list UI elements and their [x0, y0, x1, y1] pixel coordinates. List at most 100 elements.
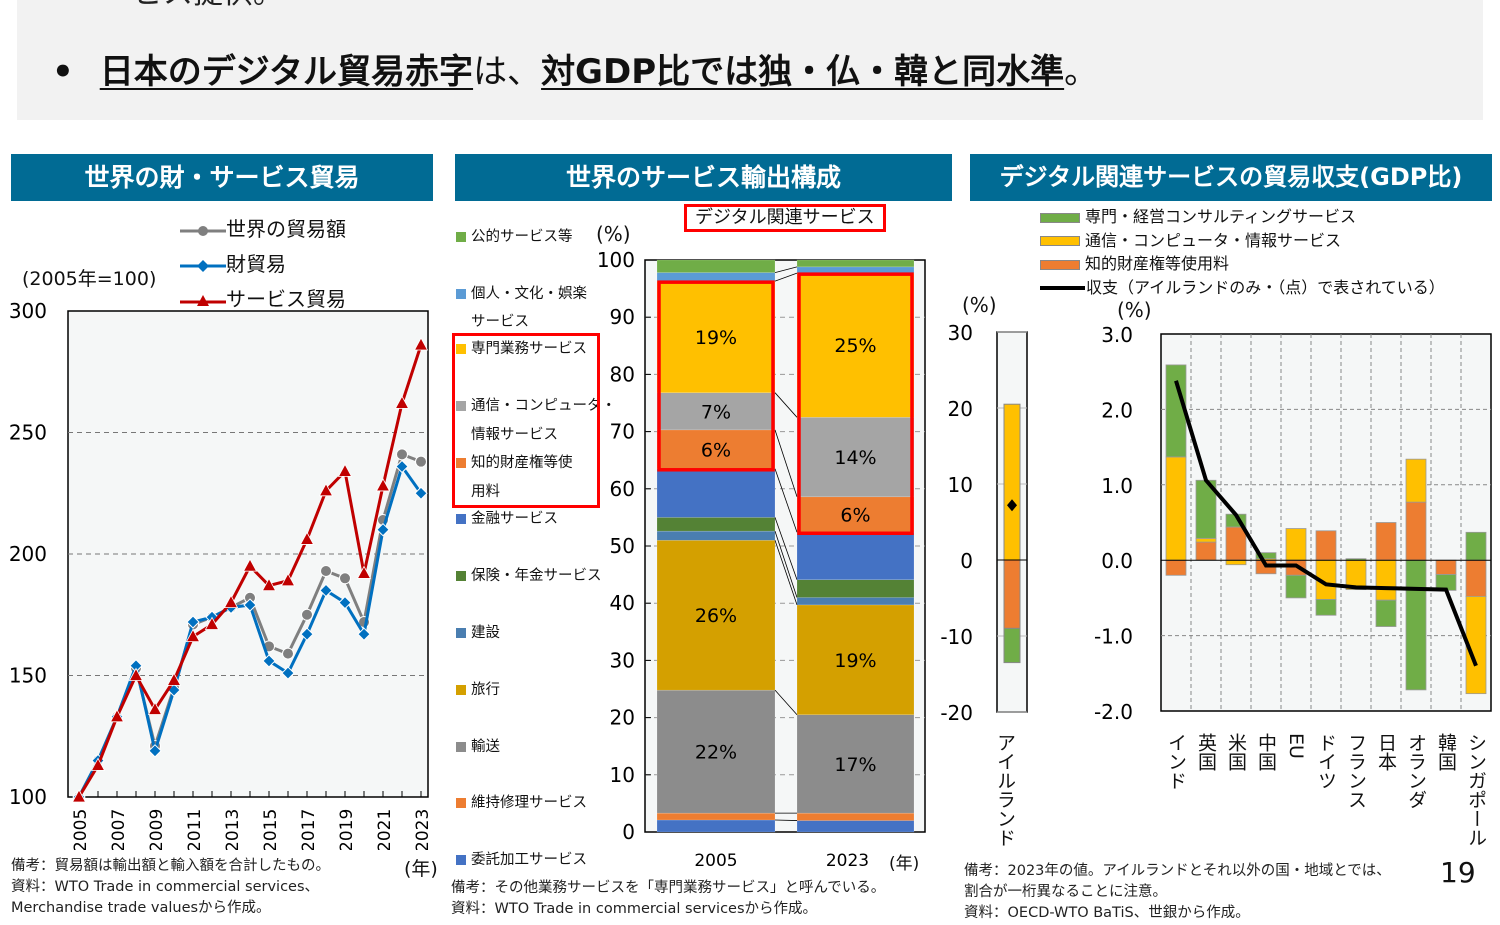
y-tick-label: 90: [610, 305, 635, 329]
legend-item: 通信・コンピュータ・: [456, 394, 616, 415]
balance-point: [1007, 499, 1017, 512]
y-tick-label: 80: [610, 362, 635, 386]
legend-item: 金融サービス: [456, 507, 558, 528]
stacked-bar-segment: [1315, 599, 1337, 616]
stacked-bar-segment: [1195, 541, 1217, 561]
legend-swatch: [456, 571, 466, 581]
left-x-unit: (年): [404, 858, 438, 880]
data-point: [242, 558, 258, 572]
x-tick-label: 2011: [185, 809, 205, 850]
legend-label: 金融サービス: [471, 511, 558, 527]
y-tick-label: -2.0: [1094, 700, 1133, 724]
y-tick-label: -10: [940, 625, 973, 649]
legend-label: 収支（アイルランドのみ・（点）で表されている）: [1086, 277, 1445, 297]
stacked-bar-segment: [656, 392, 776, 431]
legend-item: 維持修理サービス: [456, 791, 587, 812]
middle-panel-title: 世界のサービス輸出構成: [455, 154, 952, 201]
country-label: 英国: [1195, 733, 1217, 771]
stacked-bar-segment: [796, 579, 915, 598]
legend-label: 専門業務サービス: [471, 341, 587, 357]
digital-services-label: デジタル関連サービス: [684, 204, 886, 232]
line-legend: 世界の貿易額 財貿易 サービス貿易: [180, 212, 346, 317]
circle-marker-icon: [180, 225, 226, 236]
stacked-bar-segment: [1435, 559, 1457, 575]
y-tick-label: -20: [940, 701, 973, 725]
legend-label: 輸送: [471, 739, 500, 755]
legend-item: 情報サービス: [456, 423, 558, 444]
data-point: [357, 627, 371, 641]
legend-item-ict: 通信・コンピュータ・情報サービス: [1040, 229, 1445, 253]
note-line: 資料：WTO Trade in commercial services、: [11, 879, 320, 895]
country-label: フランス: [1345, 733, 1367, 809]
x-tick-label: 2019: [337, 809, 357, 850]
data-point: [280, 572, 296, 587]
country-label: 日本: [1375, 733, 1397, 771]
stacked-bar-segment: [796, 532, 915, 580]
data-label: 17%: [834, 754, 876, 776]
x-tick-label: 2005: [71, 809, 91, 850]
connector-line: [774, 392, 798, 418]
stacked-bar-segment: [1375, 559, 1397, 601]
x-tick-label: 2007: [109, 809, 129, 850]
stacked-bar-segment: [1003, 403, 1021, 561]
data-point: [415, 455, 427, 468]
middle-y-unit: (%): [596, 222, 631, 246]
data-label: 26%: [695, 605, 737, 627]
y-tick-label: 100: [9, 785, 47, 809]
connector-line: [774, 531, 798, 598]
legend-label: 通信・コンピュータ・情報サービス: [1085, 230, 1342, 250]
middle-notes: 備考：その他業務サービスを「専門業務サービス」と呼んでいる。 資料：WTO Tr…: [451, 878, 885, 920]
legend-swatch: [1040, 236, 1080, 246]
data-point: [204, 616, 220, 630]
country-label: 韓国: [1435, 733, 1457, 771]
balance-line: [1174, 380, 1478, 667]
legend-item: 輸送: [456, 735, 500, 756]
connector-line: [774, 429, 798, 497]
data-label: 25%: [834, 335, 876, 357]
stacked-bar-segment: [1465, 559, 1487, 597]
legend-swatch: [456, 458, 466, 468]
stacked-bar-segment: [1465, 531, 1487, 561]
stacked-bar-segment: [1003, 627, 1021, 664]
stacked-bar-segment: [656, 812, 776, 821]
y-tick-label: 2.0: [1101, 398, 1133, 422]
y-tick-label: 40: [610, 591, 635, 615]
country-label: ドイツ: [1315, 733, 1337, 790]
legend-label: 知的財産権等使: [471, 455, 573, 471]
y-tick-label: 150: [9, 664, 47, 688]
y-tick-label: 70: [610, 420, 635, 444]
cut-text: ービス提供。: [103, 0, 283, 12]
data-point: [281, 666, 295, 680]
data-point: [243, 598, 257, 612]
data-point: [90, 757, 106, 771]
x-tick-label: 2009: [147, 809, 167, 850]
stacked-bar-segment: [1195, 537, 1217, 543]
note-line: 備考：2023年の値。アイルランドとそれ以外の国・地域とでは、: [964, 863, 1391, 879]
x-tick-label: 2023: [413, 809, 433, 850]
y-tick-label: 10: [610, 763, 635, 787]
stacked-bar-segment: [796, 597, 915, 606]
bullet-symbol: •: [52, 52, 74, 92]
message-part2: は、: [473, 52, 542, 92]
stacked-bar-segment: [796, 820, 915, 833]
legend-item-goods: 財貿易: [180, 247, 346, 282]
data-point: [395, 459, 409, 474]
legend-item: 個人・文化・娯楽: [456, 282, 587, 303]
legend-swatch: [1040, 259, 1080, 270]
legend-swatch: [456, 855, 466, 865]
stacked-bar-segment: [656, 259, 776, 273]
balance-y-unit: (%): [1117, 298, 1152, 322]
stacked-bar-segment: [796, 266, 915, 274]
legend-label: 維持修理サービス: [471, 795, 587, 811]
line-chart: 100 150 200 250 300 2005 2007 2009 2011 2013 2015 2…: [9, 299, 433, 850]
legend-swatch: [456, 232, 466, 242]
data-point: [282, 647, 294, 660]
legend-item: 保険・年金サービス: [456, 564, 602, 585]
stacked-bar-segment: [796, 272, 915, 418]
right-notes: 備考：2023年の値。アイルランドとそれ以外の国・地域とでは、 割合が一桁異なる…: [964, 861, 1391, 924]
left-y-unit: (2005年=100): [22, 268, 157, 290]
message-part1: 日本のデジタル貿易赤字: [99, 52, 474, 92]
key-message: • 日本のデジタル貿易赤字は、対GDP比では独・仏・韓と同水準。: [52, 44, 1098, 93]
data-point: [413, 337, 429, 351]
y-tick-label: 30: [948, 321, 973, 345]
